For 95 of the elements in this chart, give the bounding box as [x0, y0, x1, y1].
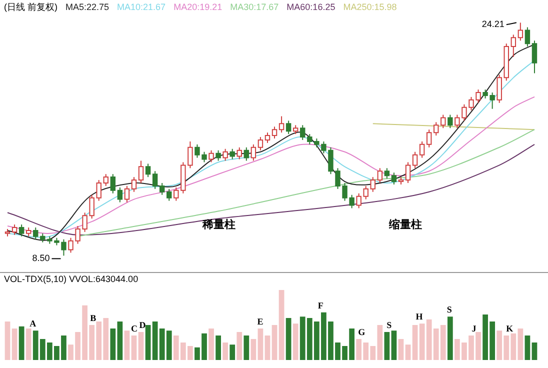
bar	[26, 328, 32, 360]
candlestick	[412, 151, 418, 169]
text: MA30:17.67	[230, 2, 279, 12]
candlestick	[286, 120, 292, 135]
candlestick	[230, 148, 235, 160]
annotation: J	[472, 324, 477, 334]
candlestick	[152, 170, 158, 190]
candlestick	[216, 150, 221, 162]
bar	[278, 290, 284, 360]
candlestick	[208, 150, 214, 163]
annotation: F	[318, 300, 324, 310]
candlestick	[258, 136, 264, 151]
candlestick	[264, 132, 270, 144]
bar	[391, 330, 397, 360]
candlestick	[110, 174, 116, 194]
candlestick	[33, 226, 38, 240]
candlestick	[138, 160, 144, 184]
bar	[124, 330, 130, 360]
bar	[4, 322, 10, 360]
annotation: G	[358, 327, 366, 337]
annotation: 稀量柱	[202, 218, 236, 231]
candlestick	[272, 126, 278, 139]
candlestick	[300, 124, 306, 140]
bar	[222, 342, 228, 360]
bar	[524, 336, 530, 360]
candlestick	[405, 162, 411, 184]
candlestick	[145, 163, 151, 178]
annotation: H	[416, 312, 423, 322]
candlestick	[448, 114, 453, 129]
candlestick	[124, 185, 130, 203]
candlestick	[434, 122, 439, 136]
bar	[398, 339, 404, 360]
candlestick	[518, 22, 524, 42]
bar	[264, 336, 270, 360]
candlestick	[103, 174, 108, 186]
annotation: E	[257, 316, 264, 326]
bar	[216, 336, 221, 360]
bar	[12, 328, 18, 360]
candlestick	[222, 148, 228, 162]
bar	[244, 336, 250, 360]
bar	[447, 316, 453, 360]
candlestick	[250, 144, 256, 162]
candlestick	[391, 172, 397, 185]
annotation: C	[131, 324, 138, 334]
bar	[384, 332, 390, 360]
candlestick	[236, 146, 242, 160]
bar	[145, 325, 151, 360]
candlestick	[377, 168, 383, 184]
bar	[131, 336, 137, 360]
annotation: 缩量柱	[388, 218, 422, 231]
candlestick	[117, 186, 123, 203]
annotation: S	[386, 320, 392, 330]
bar	[286, 318, 292, 360]
annotation: A	[30, 318, 37, 329]
candlestick	[419, 140, 425, 158]
bar	[230, 344, 236, 360]
candlestick	[440, 114, 446, 129]
candlestick	[18, 224, 24, 237]
candlestick	[510, 34, 516, 58]
annotation: K	[506, 324, 514, 334]
annotation: D	[139, 320, 146, 330]
annotation: S	[446, 304, 452, 315]
candlestick	[532, 40, 538, 74]
candlestick	[370, 176, 376, 192]
text: MA60:16.25	[286, 2, 336, 12]
bar	[532, 342, 538, 360]
bar	[258, 328, 264, 360]
text: MA250:15.98	[343, 2, 397, 12]
candlestick	[384, 168, 390, 180]
annotation: B	[90, 313, 96, 323]
text: MA5:22.75	[66, 2, 110, 12]
annotation: 8.50	[32, 253, 50, 264]
text: MA20:19.21	[174, 2, 222, 12]
candlestick	[524, 26, 530, 48]
candlestick	[12, 224, 18, 236]
candlestick	[496, 74, 502, 104]
candlestick	[131, 176, 137, 192]
candlestick	[278, 116, 284, 134]
bar	[208, 328, 214, 360]
annotation: 24.21	[482, 19, 504, 30]
candlestick	[159, 182, 165, 196]
chart-title: VOL-TDX(5,10) VVOL:643044.00	[4, 274, 138, 284]
candlestick	[166, 188, 172, 202]
chart-title: (日线 前复权)	[4, 2, 58, 12]
candlestick	[426, 129, 432, 148]
bar	[250, 339, 256, 360]
bar	[292, 324, 298, 360]
bar	[272, 325, 278, 360]
bar	[236, 332, 242, 360]
candlestick	[244, 146, 250, 162]
bar	[18, 326, 24, 360]
bar	[405, 344, 411, 360]
text: MA10:21.67	[117, 2, 166, 12]
bar	[138, 332, 144, 360]
bar	[412, 325, 418, 360]
